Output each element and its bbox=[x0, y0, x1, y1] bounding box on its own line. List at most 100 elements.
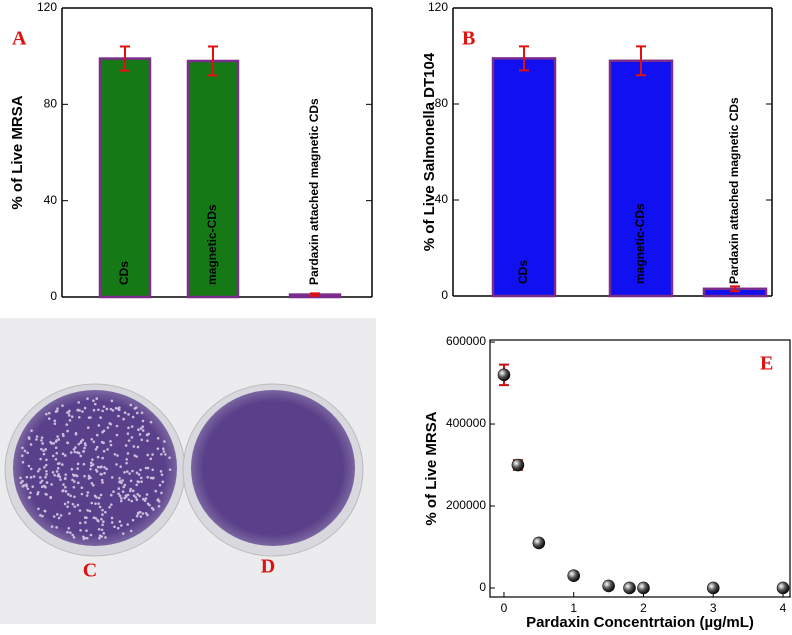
colony bbox=[162, 450, 166, 453]
category-label: magnetic-CDs bbox=[205, 204, 219, 285]
colony bbox=[75, 474, 79, 478]
colony bbox=[92, 440, 96, 444]
colony bbox=[84, 521, 87, 524]
colony bbox=[118, 520, 122, 523]
colony bbox=[116, 454, 119, 457]
colony bbox=[124, 494, 128, 497]
colony bbox=[53, 473, 56, 477]
x-tick-label: 1 bbox=[570, 601, 577, 615]
error-bar bbox=[519, 45, 529, 72]
colony bbox=[71, 502, 75, 506]
colony bbox=[79, 529, 82, 532]
x-tick-label: 3 bbox=[710, 601, 717, 615]
y-tick-label: 40 bbox=[44, 193, 58, 207]
colony bbox=[29, 491, 32, 495]
colony bbox=[141, 419, 145, 423]
colony bbox=[44, 448, 48, 451]
colony bbox=[30, 429, 33, 432]
colony bbox=[47, 411, 51, 415]
colony bbox=[56, 435, 59, 438]
colony bbox=[84, 443, 87, 447]
colony bbox=[82, 537, 86, 541]
colony bbox=[131, 489, 135, 493]
colony bbox=[66, 493, 70, 496]
colony bbox=[135, 514, 139, 518]
colony bbox=[59, 514, 63, 517]
colony bbox=[90, 482, 94, 485]
colony bbox=[109, 493, 113, 497]
colony bbox=[89, 533, 93, 537]
colony bbox=[61, 432, 65, 436]
colony bbox=[132, 494, 136, 498]
colony bbox=[116, 526, 120, 530]
colony bbox=[76, 462, 80, 466]
colony bbox=[39, 514, 42, 517]
colony bbox=[101, 409, 104, 413]
colony bbox=[121, 490, 125, 493]
colony bbox=[66, 411, 69, 414]
y-tick-label: 120 bbox=[428, 0, 448, 14]
colony bbox=[53, 422, 57, 426]
colony bbox=[39, 481, 42, 484]
colony bbox=[130, 499, 134, 503]
colony bbox=[31, 485, 34, 488]
colony bbox=[40, 436, 44, 439]
colony bbox=[97, 408, 100, 412]
colony bbox=[96, 519, 100, 523]
colony bbox=[123, 496, 126, 500]
y-axis-label: % of Live MRSA bbox=[9, 95, 26, 209]
y-tick-label: 80 bbox=[44, 97, 58, 111]
colony bbox=[135, 483, 138, 487]
y-tick-label: 40 bbox=[435, 192, 449, 206]
colony bbox=[164, 453, 167, 456]
colony bbox=[77, 442, 81, 446]
colony bbox=[72, 485, 76, 489]
colony bbox=[40, 485, 44, 489]
colony bbox=[136, 511, 140, 515]
error-bar bbox=[636, 45, 646, 77]
colony bbox=[126, 432, 130, 435]
colony bbox=[85, 516, 88, 520]
plot-frame bbox=[489, 339, 791, 598]
colony bbox=[69, 451, 73, 454]
colony bbox=[63, 477, 67, 481]
colony bbox=[149, 476, 153, 480]
colony bbox=[94, 448, 98, 451]
colony bbox=[55, 470, 59, 473]
colony bbox=[63, 502, 67, 506]
colony bbox=[161, 480, 165, 484]
colony bbox=[95, 433, 99, 437]
colony bbox=[44, 485, 47, 489]
colony bbox=[118, 480, 122, 483]
colony bbox=[82, 450, 86, 453]
colony bbox=[25, 483, 28, 486]
colony bbox=[40, 439, 43, 442]
colony bbox=[55, 526, 58, 529]
colony bbox=[79, 454, 83, 458]
colony bbox=[71, 478, 74, 482]
colony bbox=[127, 426, 130, 430]
colony bbox=[61, 404, 64, 407]
colony bbox=[56, 407, 59, 410]
colony bbox=[64, 490, 68, 493]
colony bbox=[146, 475, 149, 479]
colony bbox=[100, 517, 103, 521]
colony bbox=[97, 496, 101, 500]
colony bbox=[86, 397, 89, 400]
colony bbox=[95, 445, 99, 449]
colony bbox=[105, 407, 109, 411]
colony bbox=[101, 456, 104, 460]
colony bbox=[106, 426, 110, 429]
colony bbox=[78, 509, 82, 512]
dish-d bbox=[191, 390, 355, 546]
colony bbox=[131, 469, 134, 473]
colony bbox=[76, 451, 79, 454]
colony bbox=[118, 477, 121, 480]
colony bbox=[124, 444, 128, 447]
colony bbox=[141, 429, 145, 432]
colony bbox=[64, 473, 68, 476]
colony bbox=[133, 454, 137, 457]
colony bbox=[135, 471, 139, 475]
colony bbox=[127, 439, 131, 442]
